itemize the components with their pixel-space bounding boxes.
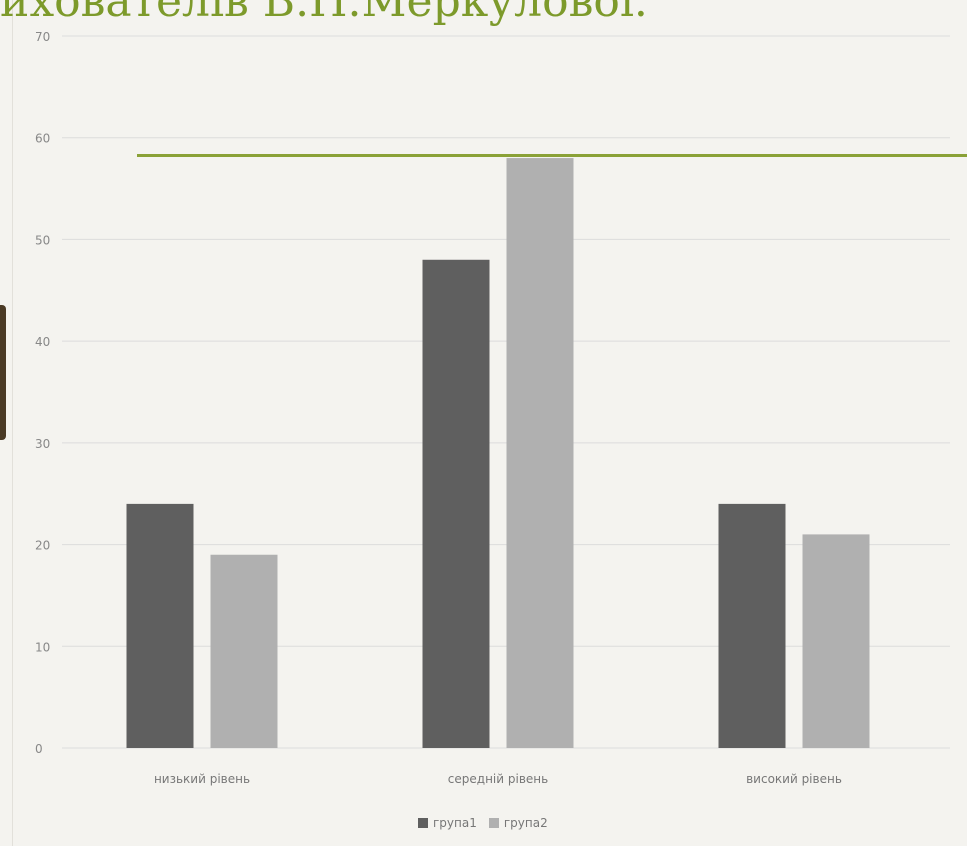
y-tick-label: 40 (35, 335, 50, 349)
bar-2 (210, 554, 278, 748)
bar-2 (506, 158, 574, 749)
legend-item-series2: група2 (488, 816, 548, 830)
side-tab-decoration (0, 305, 6, 440)
y-tick-label: 0 (35, 742, 43, 756)
y-tick-label: 60 (35, 132, 50, 146)
x-tick-label: низький рівень (154, 772, 250, 786)
bar-2 (802, 534, 870, 748)
bar-1 (126, 503, 194, 748)
y-tick-label: 50 (35, 233, 50, 247)
legend-swatch-series1 (418, 818, 428, 828)
bar-1 (422, 259, 490, 748)
legend-swatch-series2 (488, 818, 499, 828)
legend-label-series1: група1 (433, 816, 477, 830)
y-tick-label: 30 (35, 437, 50, 451)
y-tick-label: 70 (35, 30, 50, 44)
x-tick-label: середній рівень (448, 772, 548, 786)
legend-label-series2: група2 (503, 816, 548, 830)
bar-1 (718, 503, 786, 748)
y-tick-label: 20 (35, 539, 50, 553)
y-tick-label: 10 (35, 640, 50, 654)
slide-title: ихователів В.Н.Меркулової. (0, 0, 648, 27)
title-underline (137, 154, 967, 157)
x-tick-label: високий рівень (746, 772, 842, 786)
left-border-line (12, 0, 13, 846)
legend-item-series1: група1 (418, 816, 477, 830)
chart-legend: група1 група2 (418, 816, 548, 830)
